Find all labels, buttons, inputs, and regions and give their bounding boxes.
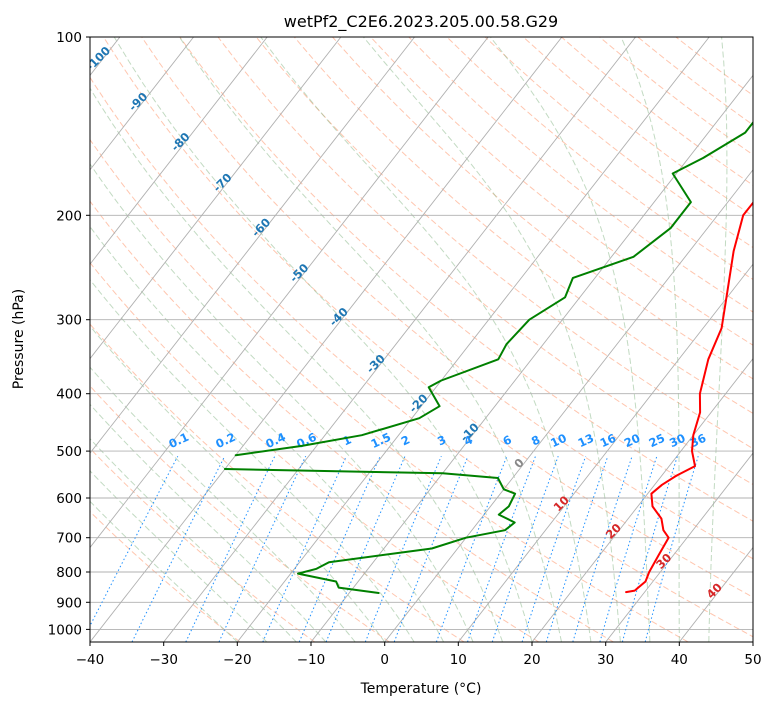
plot-frame (89, 36, 754, 643)
moist-adiabat-line (90, 87, 503, 642)
x-tick-label: 10 (450, 652, 467, 668)
moist-adiabat-line (90, 403, 327, 642)
isotherm-line (531, 357, 753, 642)
mixing-ratio-line (572, 456, 633, 642)
y-tick-label: 500 (56, 444, 82, 460)
mixing-ratio-label: 13 (576, 431, 596, 450)
y-tick-label: 300 (56, 313, 82, 329)
y-tick-label: 600 (56, 491, 82, 507)
mixing-ratio-line (325, 455, 406, 642)
isotherm-line (90, 37, 342, 360)
moist-adiabat-line (90, 325, 386, 642)
x-axis-label: Temperature (°C) (360, 681, 482, 697)
mixing-ratio-line (545, 456, 609, 642)
chart-title: wetPf2_C2E6.2023.205.00.58.G29 (284, 12, 558, 32)
isotherm-line (457, 263, 753, 642)
temperature-profile-line (625, 201, 753, 594)
mixing-ratio-line (467, 456, 536, 642)
x-tick-label: 50 (744, 652, 761, 668)
mixing-ratio-line (364, 456, 442, 642)
mixing-ratio-line (521, 456, 587, 642)
isotherm-line (384, 169, 753, 642)
mixing-ratio-line (435, 456, 508, 642)
x-tick-label: −20 (223, 652, 252, 668)
y-tick-label: 900 (56, 595, 82, 611)
mixing-ratio-label: 16 (598, 431, 618, 450)
moist-adiabat-line (90, 163, 474, 642)
dry-adiabat-line (408, 37, 753, 313)
dry-adiabat-line (217, 37, 753, 486)
isotherm-line (236, 37, 710, 642)
isotherm-line (90, 37, 489, 549)
dry-adiabat-line (103, 37, 753, 598)
mixing-ratio-line (393, 456, 469, 642)
dry-adiabat-line (141, 37, 753, 560)
mixing-ratio-line (599, 456, 658, 642)
y-tick-label: 700 (56, 531, 82, 547)
isotherm-line (90, 37, 563, 642)
dry-adiabat-line (90, 510, 241, 642)
y-tick-label: 200 (56, 208, 82, 224)
y-axis-label: Pressure (hPa) (11, 289, 27, 389)
dry-adiabat-line (90, 323, 465, 642)
dry-adiabat-line (370, 37, 753, 346)
mixing-ratio-label: 10 (548, 431, 568, 450)
moist-adiabat-line (90, 366, 356, 642)
y-tick-label: 400 (56, 387, 82, 403)
x-tick-label: −10 (297, 652, 326, 668)
moist-adiabat-line (620, 37, 680, 642)
dewpoint-profile-line (223, 468, 517, 594)
y-tick-label: 1000 (48, 622, 82, 638)
x-tick-label: −40 (76, 652, 105, 668)
x-tick-label: 30 (597, 652, 614, 668)
mixing-ratio-label: 30 (667, 431, 687, 450)
mixing-ratio-line (491, 456, 559, 642)
y-tick-label: 800 (56, 565, 82, 581)
dry-adiabat-line (293, 37, 753, 414)
x-tick-label: 0 (380, 652, 389, 668)
mixing-ratio-line (262, 455, 347, 642)
moist-adiabat-line (363, 37, 621, 642)
moist-adiabat-line (113, 37, 533, 642)
dry-adiabat-line (90, 138, 689, 642)
mixing-ratio-line (131, 455, 226, 642)
moist-adiabat-line (90, 438, 297, 642)
mixing-ratio-line (298, 455, 381, 642)
x-tick-label: −30 (149, 652, 178, 668)
mixing-ratio-line (185, 455, 276, 642)
moist-adiabat-line (490, 37, 651, 642)
mixing-ratio-line (218, 455, 307, 642)
dry-adiabat-line (90, 385, 390, 642)
moist-adiabat-line (90, 278, 415, 642)
isotherm-line (90, 37, 268, 265)
isotherm-line (163, 37, 636, 642)
moist-adiabat-line (260, 37, 592, 642)
mixing-ratio-label: 25 (647, 431, 667, 450)
isotherm-line (310, 74, 753, 642)
x-tick-label: 40 (671, 652, 688, 668)
isotherm-line (605, 452, 753, 642)
moist-adiabat-line (178, 37, 562, 642)
isotherm-line (90, 37, 415, 454)
dewpoint-profile-line (234, 120, 753, 457)
moist-adiabat-line (90, 225, 445, 642)
isotherm-line (90, 37, 194, 171)
dry-adiabat-line (90, 261, 540, 642)
dry-adiabat-line (179, 37, 753, 522)
dry-adiabat-line (90, 200, 614, 642)
mixing-ratio-label: 20 (622, 431, 642, 450)
y-tick-label: 100 (56, 30, 82, 46)
x-tick-label: 20 (523, 652, 540, 668)
moist-adiabat-line (708, 37, 728, 642)
